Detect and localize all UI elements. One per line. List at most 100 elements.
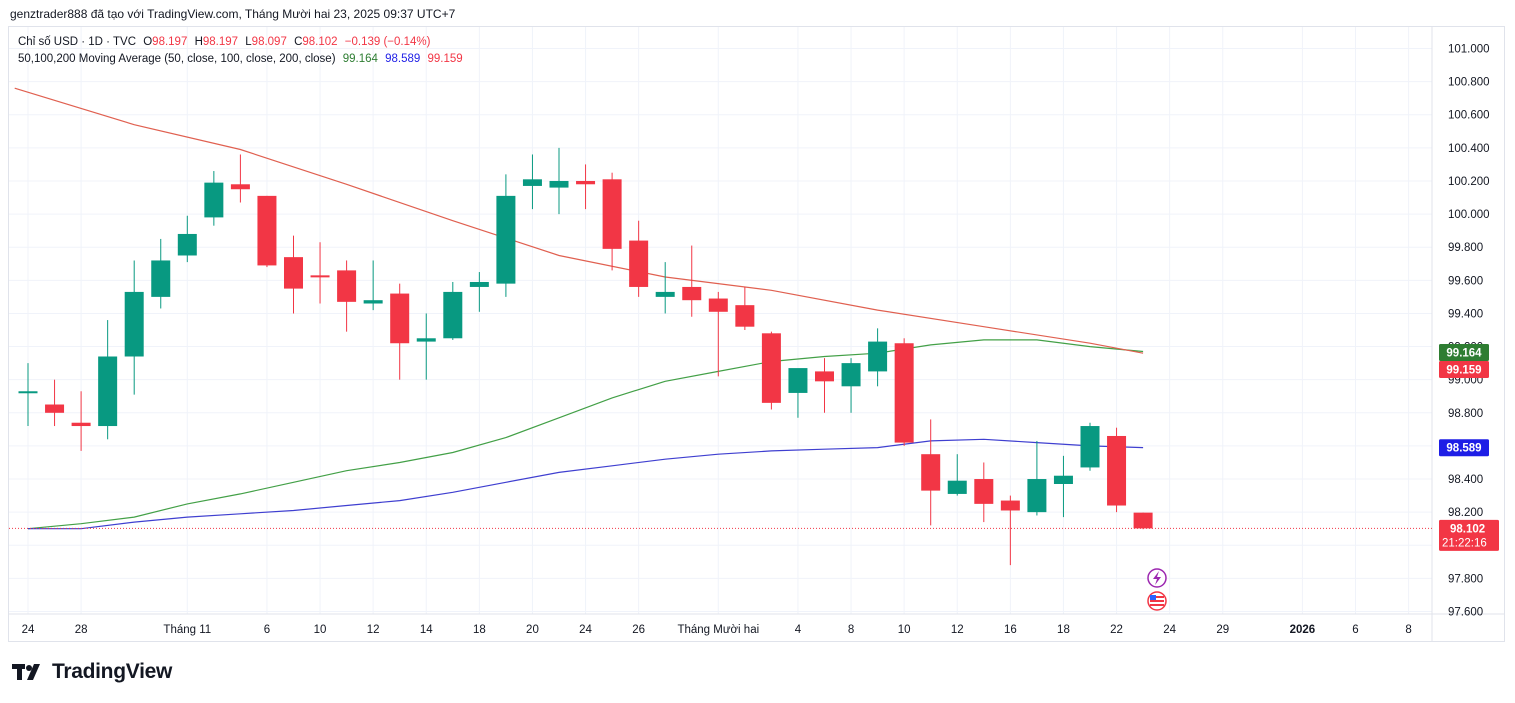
candle-body xyxy=(841,363,861,387)
candle xyxy=(310,242,330,304)
price-tag-bg xyxy=(1439,344,1489,362)
price-tick-label: 98.800 xyxy=(1448,408,1483,420)
last-price-tag-bg xyxy=(1439,519,1499,551)
time-tick-label: 26 xyxy=(632,624,645,636)
time-tick-label: 22 xyxy=(1110,624,1123,636)
time-axis: 24 28 Tháng 11 6 10 12 14 18 20 24 26 Tháng Mười ha… xyxy=(22,624,1412,636)
candle xyxy=(947,454,967,496)
candle-body xyxy=(974,479,994,504)
candle-body xyxy=(1133,512,1153,529)
time-tick-label: 10 xyxy=(898,624,911,636)
chart-grid xyxy=(9,27,1504,642)
price-tick-label: 99.800 xyxy=(1448,242,1483,254)
candle xyxy=(708,291,728,377)
candle-body xyxy=(682,286,702,301)
time-tick-label: 20 xyxy=(526,624,539,636)
candle-body xyxy=(761,333,781,403)
price-tick-label: 101.000 xyxy=(1448,44,1490,56)
candle xyxy=(1133,512,1153,530)
price-tick-label: 100.000 xyxy=(1448,209,1490,221)
price-tick-label: 100.600 xyxy=(1448,110,1490,122)
time-tick-label: 24 xyxy=(22,624,35,636)
legend-ma200-value: 99.159 xyxy=(427,53,463,65)
price-tick-label: 99.400 xyxy=(1448,308,1483,320)
legend-ohlc-row: Chỉ số USD · 1D · TVC O98.197 H98.197 L9… xyxy=(18,34,467,51)
time-tick-label: 8 xyxy=(1405,624,1411,636)
candle-body xyxy=(230,184,250,190)
price-tag-label: 99.164 xyxy=(1446,348,1482,360)
time-tick-label: 12 xyxy=(367,624,380,636)
candle-body xyxy=(496,195,516,284)
candle-body xyxy=(655,291,675,297)
lightning-event-icon[interactable] xyxy=(1147,568,1167,588)
time-tick-label: 4 xyxy=(795,624,802,636)
time-tick-label: 24 xyxy=(1163,624,1176,636)
price-tick-label: 97.800 xyxy=(1448,573,1483,585)
candle-body xyxy=(1053,475,1073,484)
legend-symbol[interactable]: Chỉ số USD · 1D · TVC xyxy=(18,36,137,48)
candle-body xyxy=(416,338,436,342)
candle-body xyxy=(708,298,728,312)
candle xyxy=(363,260,383,311)
candle xyxy=(629,220,649,297)
time-tick-label: Tháng 11 xyxy=(163,624,211,636)
candle xyxy=(204,171,224,226)
candles xyxy=(18,147,1153,566)
price-tick-label: 98.200 xyxy=(1448,507,1483,519)
last-price-countdown: 21:22:16 xyxy=(1442,537,1487,549)
candle xyxy=(151,238,171,309)
chart-frame[interactable] xyxy=(8,26,1505,642)
price-tick-label: 100.800 xyxy=(1448,77,1490,89)
candle xyxy=(788,368,808,418)
legend-open: O98.197 xyxy=(143,36,188,48)
candle xyxy=(496,174,516,297)
candle-body xyxy=(1027,479,1047,513)
candle xyxy=(71,391,91,451)
time-tick-label: 8 xyxy=(848,624,854,636)
candle xyxy=(841,358,861,413)
candle-body xyxy=(18,391,38,394)
candle xyxy=(443,281,463,340)
candle xyxy=(921,419,941,526)
candle xyxy=(549,147,569,215)
candle-body xyxy=(337,270,357,302)
time-tick-label: 10 xyxy=(314,624,327,636)
tradingview-logo[interactable]: TradingView xyxy=(12,660,172,684)
price-tick-label: 100.400 xyxy=(1448,143,1490,155)
candle-body xyxy=(177,233,197,256)
candle-body xyxy=(894,343,914,443)
price-tag-bg xyxy=(1439,439,1489,457)
candle xyxy=(416,313,436,380)
candle-body xyxy=(576,180,596,185)
time-tick-label: 28 xyxy=(75,624,88,636)
legend-low: L98.097 xyxy=(245,36,287,48)
time-tick-label: Tháng Mười hai xyxy=(677,624,759,636)
candle-body xyxy=(735,305,755,327)
candle xyxy=(45,379,65,427)
legend-ma-row: 50,100,200 Moving Average (50, close, 10… xyxy=(18,51,467,68)
candle xyxy=(1107,427,1127,513)
legend-change: −0.139 (−0.14%) xyxy=(344,36,431,48)
candle-body xyxy=(522,179,542,186)
candle-body xyxy=(921,454,941,491)
candle-body xyxy=(284,257,303,289)
us-flag-event-icon[interactable] xyxy=(1147,591,1167,611)
candle-body xyxy=(868,341,888,372)
time-tick-label: 2026 xyxy=(1290,624,1316,636)
time-tick-label: 24 xyxy=(579,624,592,636)
time-tick-label: 18 xyxy=(473,624,486,636)
moving-average-lines xyxy=(14,87,1144,530)
candle xyxy=(124,260,144,395)
candle-body xyxy=(443,291,463,339)
candle-body xyxy=(1000,500,1020,511)
legend-ma-label[interactable]: 50,100,200 Moving Average (50, close, 10… xyxy=(18,53,336,65)
candle xyxy=(761,331,781,410)
legend-ma100-value: 98.589 xyxy=(385,53,421,65)
time-tick-label: 6 xyxy=(1352,624,1358,636)
time-tick-label: 6 xyxy=(264,624,270,636)
candle xyxy=(1027,440,1047,516)
candle xyxy=(98,320,118,440)
candle-body xyxy=(629,240,649,287)
candle xyxy=(469,272,489,312)
